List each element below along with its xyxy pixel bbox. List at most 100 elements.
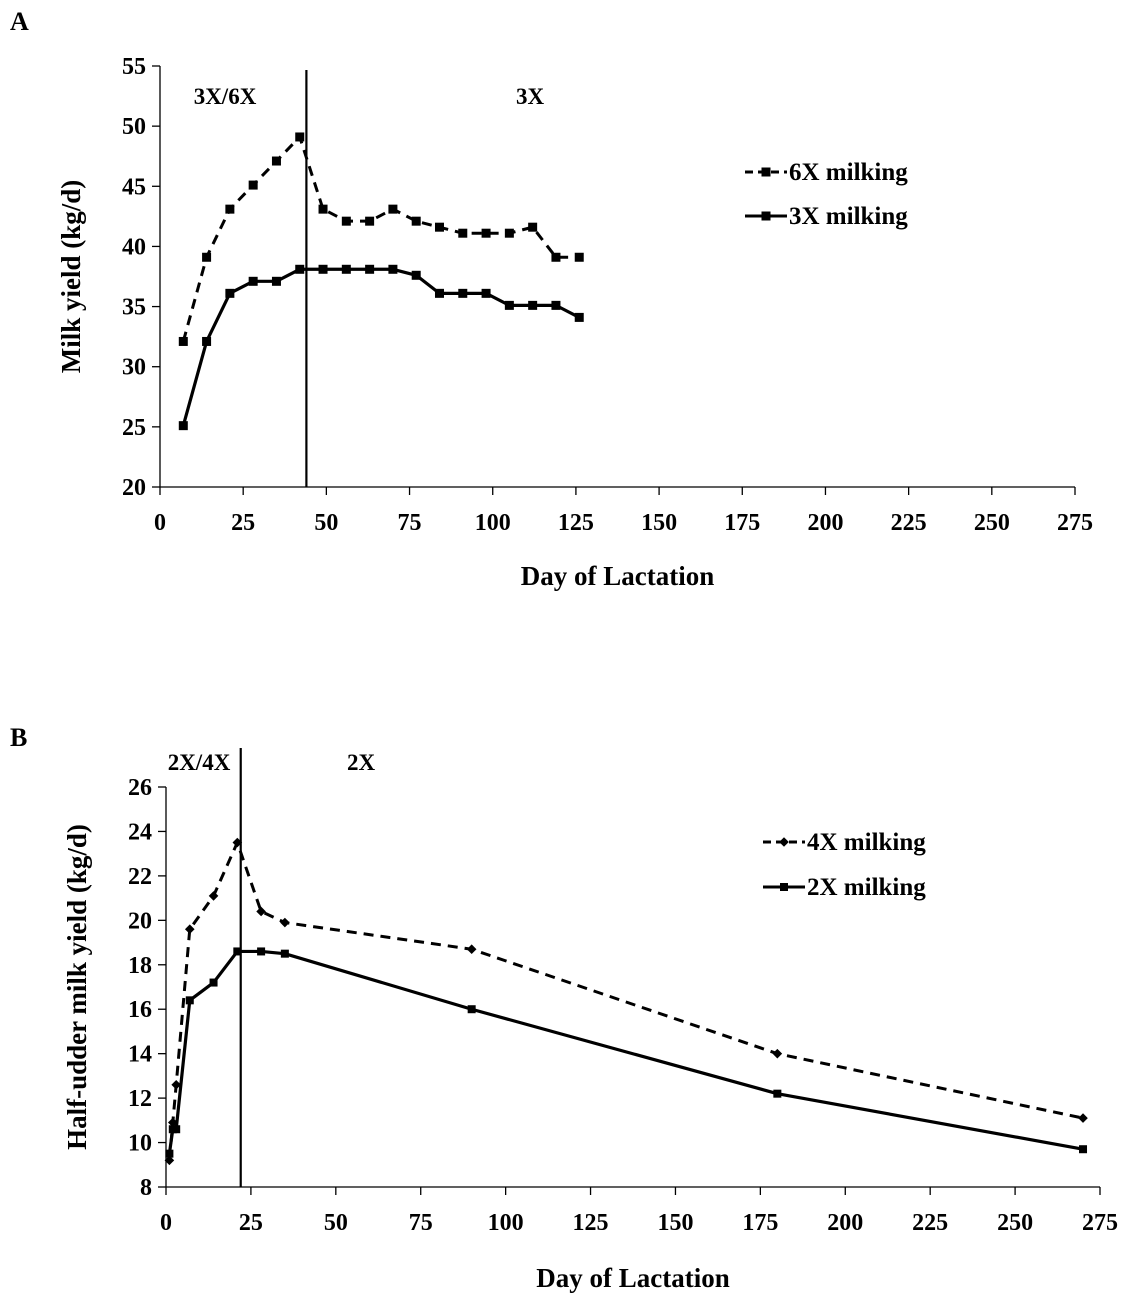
panel-a: A 20 25 30 35 40 45 50 55 0 25 50 75 100 125 150 175 200 2… [10, 7, 1093, 591]
legend-label: 4X milking [807, 829, 926, 856]
data-point [458, 228, 468, 238]
series-solid [165, 947, 1088, 1158]
x-tick-label: 125 [573, 1210, 609, 1236]
period-label: 2X/4X [168, 750, 231, 775]
data-point [271, 156, 281, 166]
data-point [271, 276, 281, 286]
data-point [528, 222, 538, 232]
data-point [202, 336, 212, 346]
series-solid [178, 264, 584, 431]
y-tick-label: 40 [122, 234, 146, 260]
series-dashed [178, 132, 584, 346]
x-tick-label: 100 [475, 510, 511, 536]
data-point [504, 228, 514, 238]
legend-label: 6X milking [789, 159, 908, 186]
x-tick-label: 275 [1057, 510, 1093, 536]
x-tick-label: 150 [641, 510, 677, 536]
data-point [434, 288, 444, 298]
x-tick-label: 25 [239, 1210, 263, 1236]
legend-swatch-marker [779, 837, 789, 847]
data-point [551, 252, 561, 262]
data-point [164, 1155, 175, 1166]
period-label: 3X/6X [194, 84, 257, 109]
y-tick-label: 24 [128, 819, 152, 845]
x-tick-label: 100 [488, 1210, 524, 1236]
legend-swatch-marker [761, 167, 771, 177]
data-point [280, 949, 289, 958]
y-tick-label: 20 [128, 908, 152, 934]
data-point [411, 270, 421, 280]
x-tick-label: 175 [724, 510, 760, 536]
x-tick-label: 25 [231, 510, 255, 536]
data-point [178, 336, 188, 346]
x-tick-label: 125 [558, 510, 594, 536]
x-tick-label: 75 [409, 1210, 433, 1236]
data-point [295, 264, 305, 274]
series-line [181, 135, 580, 342]
y-tick-label: 45 [122, 174, 146, 200]
period-label: 2X [347, 750, 376, 775]
y-tick-label: 22 [128, 864, 152, 890]
x-tick-label: 200 [807, 510, 843, 536]
data-point [772, 1048, 783, 1059]
data-point [184, 924, 195, 935]
data-point [466, 944, 477, 955]
data-point [504, 300, 514, 310]
series-line [167, 949, 1084, 1154]
data-point [773, 1089, 782, 1098]
x-tick-label: 200 [827, 1210, 863, 1236]
series-line [181, 267, 580, 427]
x-axis-title: Day of Lactation [536, 1263, 729, 1293]
data-point [256, 906, 266, 917]
y-tick-label: 12 [128, 1086, 152, 1112]
x-tick-label: 0 [160, 1210, 172, 1236]
x-tick-label: 275 [1082, 1210, 1118, 1236]
x-tick-label: 0 [154, 510, 166, 536]
y-axis-title: Half-udder milk yield (kg/d) [62, 824, 92, 1150]
y-tick-label: 14 [128, 1042, 152, 1068]
data-point [178, 421, 188, 431]
panel-label: A [10, 7, 29, 36]
y-tick-label: 10 [128, 1131, 152, 1157]
data-point [365, 264, 375, 274]
x-tick-label: 175 [742, 1210, 778, 1236]
data-point [232, 837, 243, 848]
x-tick-label: 250 [997, 1210, 1033, 1236]
legend-entry: 6X milking [745, 159, 908, 186]
data-point [318, 204, 328, 214]
x-tick-label: 75 [398, 510, 422, 536]
data-point [458, 288, 468, 298]
data-point [467, 1005, 476, 1014]
y-tick-label: 18 [128, 953, 152, 979]
data-point [574, 312, 584, 322]
data-point [365, 216, 375, 226]
legend-entry: 3X milking [745, 203, 908, 230]
data-point [233, 947, 242, 956]
x-tick-label: 225 [912, 1210, 948, 1236]
panel-label: B [10, 723, 27, 752]
y-tick-label: 30 [122, 355, 146, 381]
data-point [248, 180, 258, 190]
data-point [388, 204, 398, 214]
y-tick-label: 8 [140, 1175, 152, 1201]
legend-label: 2X milking [807, 874, 926, 901]
data-point [318, 264, 328, 274]
data-point [411, 216, 421, 226]
data-point [225, 204, 235, 214]
y-tick-label: 25 [122, 415, 146, 441]
data-point [248, 276, 258, 286]
data-point [208, 891, 219, 901]
data-point [172, 1125, 181, 1134]
data-point [528, 300, 538, 310]
x-tick-label: 225 [891, 510, 927, 536]
x-tick-label: 50 [314, 510, 338, 536]
data-point [209, 978, 218, 987]
y-tick-label: 16 [128, 997, 152, 1023]
data-point [280, 917, 290, 928]
x-tick-label: 150 [657, 1210, 693, 1236]
y-tick-label: 20 [122, 475, 146, 501]
x-tick-label: 50 [324, 1210, 348, 1236]
data-point [257, 947, 266, 956]
y-tick-label: 50 [122, 114, 146, 140]
